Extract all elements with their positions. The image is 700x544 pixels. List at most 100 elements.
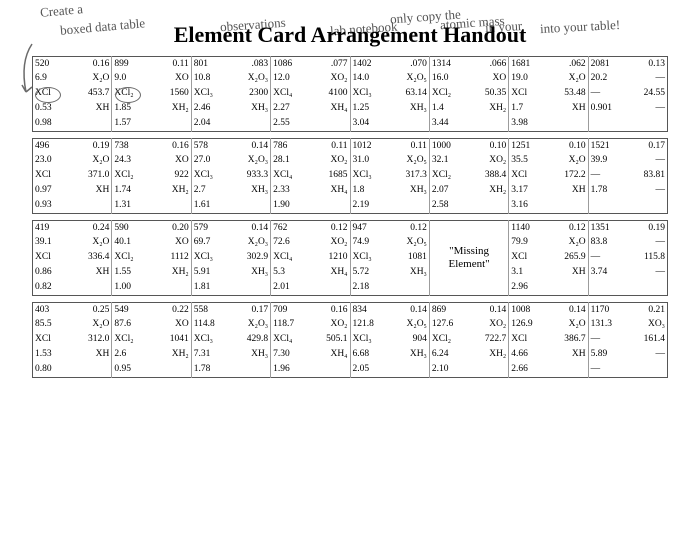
cell-r: .066 [469,57,509,72]
cell-l: 10.8 [191,72,231,87]
cell-l: 1681 [509,57,549,72]
cell-r: XH₂ [469,184,509,199]
cell-l: 0.82 [33,281,73,296]
cell-r: 0.20 [152,221,192,236]
cell-l: 1170 [588,303,628,318]
cell-r: X₂O [72,318,112,333]
cell-r: 0.11 [390,139,430,154]
cell-l: 74.9 [350,236,390,251]
cell-l: 2.27 [271,102,311,117]
cell-l: 85.5 [33,318,73,333]
cell-l: 1086 [271,57,311,72]
cell-l: 16.0 [429,72,469,87]
cell-r: XO [152,318,192,333]
cell-r: 505.1 [310,333,350,348]
element-block-2: 4190.245900.205790.147620.129470.12"Miss… [32,220,668,296]
cell-r: XH₂ [152,348,192,363]
cell-r: 0.14 [469,303,509,318]
cell-r [469,363,509,378]
cell-r: 0.17 [231,303,271,318]
cell-r: XO [152,72,192,87]
cell-l: 127.6 [429,318,469,333]
cell-r: .077 [310,57,350,72]
cell-l: 4.66 [509,348,549,363]
cell-l [588,117,628,132]
cell-r [152,363,192,378]
cell-l: 1.7 [509,102,549,117]
cell-l: XCl₂ [112,169,152,184]
cell-l: — [588,363,628,378]
cell-l: 5.3 [271,266,311,281]
cell-l: 39.9 [588,154,628,169]
cell-r: XH₄ [310,102,350,117]
cell-r: 161.4 [628,333,668,348]
cell-l: 6.9 [33,72,73,87]
cell-l: 31.0 [350,154,390,169]
cell-r [231,199,271,214]
cell-l: 0.901 [588,102,628,117]
cell-r: — [628,184,668,199]
cell-l: 3.04 [350,117,390,132]
cell-r: 0.16 [310,303,350,318]
cell-l: 2.19 [350,199,390,214]
cell-r [152,117,192,132]
cell-l: 23.0 [33,154,73,169]
cell-l: 1.90 [271,199,311,214]
cell-r: 371.0 [72,169,112,184]
cell-l: 6.24 [429,348,469,363]
cell-l: 496 [33,139,73,154]
cell-r: XH [548,348,588,363]
cell-l: 1140 [509,221,549,236]
cell-l: XCl₂ [112,251,152,266]
cell-r: XO₂ [310,318,350,333]
cell-r: 63.14 [390,87,430,102]
cell-l: XCl₃ [350,87,390,102]
cell-r [152,199,192,214]
cell-r: X₂O [548,154,588,169]
cell-r [72,281,112,296]
cell-r: 429.8 [231,333,271,348]
cell-l: 0.98 [33,117,73,132]
cell-l: 2.01 [271,281,311,296]
cell-l: 3.17 [509,184,549,199]
cell-l: 2.55 [271,117,311,132]
cell-r: XH [72,102,112,117]
cell-r: 453.7 [72,87,112,102]
cell-r: XO [469,72,509,87]
cell-l: 0.93 [33,199,73,214]
cell-l: 3.1 [509,266,549,281]
cell-r: XO [152,154,192,169]
cell-r: — [628,72,668,87]
cell-r: 933.3 [231,169,271,184]
cell-r: 0.16 [152,139,192,154]
cell-r: 1081 [390,251,430,266]
cell-l: 2.04 [191,117,231,132]
cell-r [628,117,668,132]
cell-l: 1.31 [112,199,152,214]
cell-l: 834 [350,303,390,318]
cell-r: 312.0 [72,333,112,348]
cell-r: XO₂ [310,72,350,87]
cell-l: 2.05 [350,363,390,378]
cell-r [628,281,668,296]
cell-r [72,363,112,378]
cell-l: 0.86 [33,266,73,281]
cell-r [310,117,350,132]
tables-container: 5200.168990.11801.0831086.0771402.070131… [32,56,668,384]
cell-r: 24.55 [628,87,668,102]
cell-r [548,117,588,132]
cell-r: 386.7 [548,333,588,348]
cell-r: 53.48 [548,87,588,102]
cell-r [628,199,668,214]
cell-r: 1112 [152,251,192,266]
cell-l: XCl₄ [271,87,311,102]
cell-r: 0.13 [628,57,668,72]
cell-r: XH₃ [231,102,271,117]
cell-l: — [588,251,628,266]
cell-r: X₂O₃ [231,318,271,333]
cell-r: XH₂ [152,184,192,199]
cell-r: XH₂ [469,348,509,363]
cell-r [231,281,271,296]
cell-l: 14.0 [350,72,390,87]
cell-l: 1.25 [350,102,390,117]
